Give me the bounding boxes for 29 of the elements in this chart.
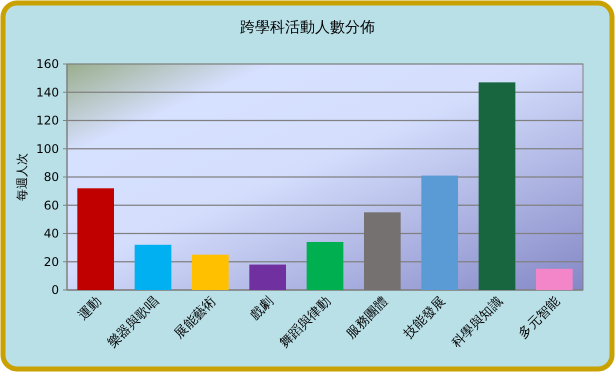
x-tick-label: 展能藝術 <box>172 294 220 342</box>
bar <box>134 244 172 290</box>
bar <box>478 82 516 290</box>
bar <box>536 268 573 290</box>
bar <box>192 254 229 290</box>
bar <box>421 176 458 290</box>
x-tick-label: 運動 <box>76 294 104 324</box>
y-tick-label: 80 <box>44 170 59 184</box>
y-tick-label: 120 <box>36 114 59 128</box>
y-axis-title: 每週人次 <box>15 153 29 201</box>
y-tick-label: 0 <box>51 283 59 297</box>
x-tick-label: 服務團體 <box>344 294 392 342</box>
y-tick-label: 60 <box>44 198 59 212</box>
y-tick-label: 40 <box>44 226 59 240</box>
chart-title: 跨學科活動人數分佈 <box>240 18 375 36</box>
bar <box>77 188 114 290</box>
x-tick-label: 技能發展 <box>400 294 448 342</box>
x-tick-label: 樂器與歌唱 <box>105 294 162 351</box>
bar <box>364 212 401 290</box>
x-tick-label: 科學與知識 <box>449 294 506 351</box>
bar <box>249 264 286 290</box>
y-tick-label: 160 <box>36 57 59 71</box>
x-tick-label: 舞蹈與律動 <box>277 294 334 351</box>
y-tick-label: 20 <box>44 254 59 269</box>
y-tick-label: 100 <box>36 142 59 156</box>
bar <box>306 242 344 290</box>
x-tick-label: 戲劇 <box>248 294 276 324</box>
x-tick-label: 多元智能 <box>516 294 564 342</box>
y-tick-label: 140 <box>36 85 59 100</box>
